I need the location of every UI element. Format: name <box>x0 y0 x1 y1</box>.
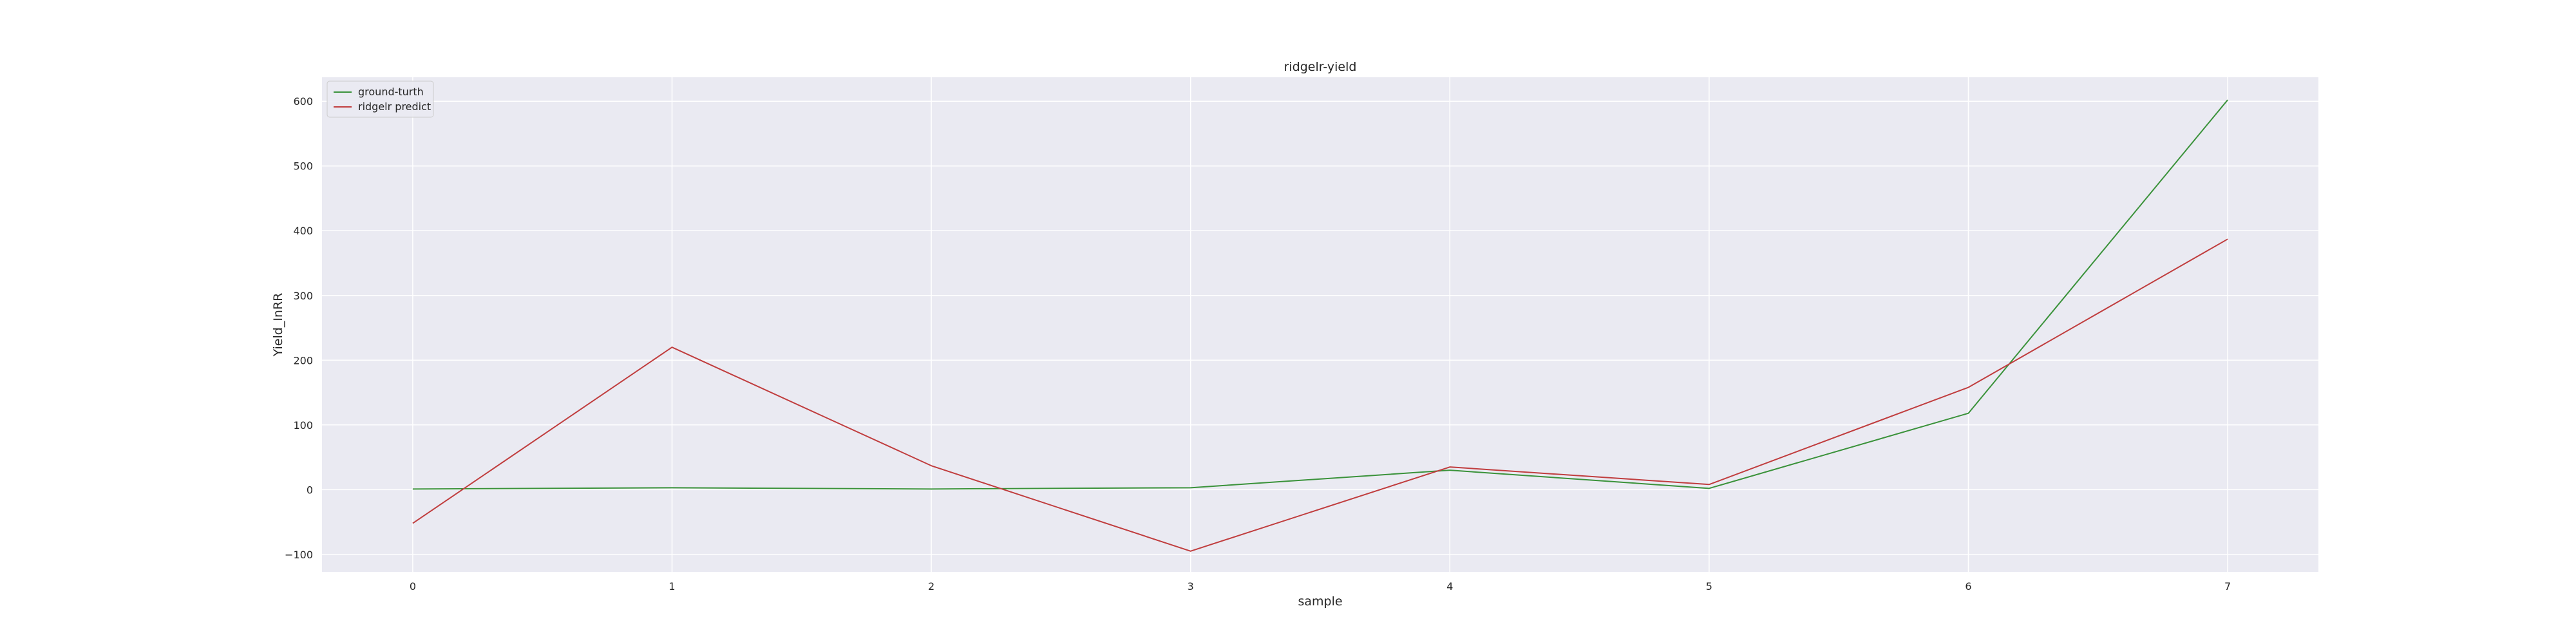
legend-box <box>327 80 434 118</box>
x-tick-label: 1 <box>668 580 675 592</box>
x-tick-label: 0 <box>410 580 416 592</box>
chart-title: ridgelr-yield <box>1284 60 1357 74</box>
plot-background <box>322 77 2318 572</box>
x-tick-label: 5 <box>1706 580 1712 592</box>
y-tick-label: −100 <box>285 549 313 561</box>
y-tick-label: 0 <box>307 484 313 496</box>
x-tick-label: 4 <box>1446 580 1453 592</box>
x-ticks: 0 1 2 3 4 5 6 7 <box>410 580 2231 592</box>
y-tick-label: 400 <box>293 225 313 237</box>
x-tick-label: 6 <box>1965 580 1971 592</box>
y-tick-label: 300 <box>293 290 313 302</box>
legend: ground-turth ridgelr predict <box>327 80 434 118</box>
legend-label: ground-turth <box>358 86 424 98</box>
y-tick-label: 200 <box>293 354 313 366</box>
series-lines <box>412 99 2228 552</box>
series-line-1 <box>412 99 2228 490</box>
y-ticks: −100 0 100 200 300 400 500 600 <box>285 95 313 561</box>
x-tick-label: 7 <box>2224 580 2231 592</box>
grid <box>322 77 2318 572</box>
x-tick-label: 2 <box>928 580 934 592</box>
x-tick-label: 3 <box>1188 580 1194 592</box>
x-axis-label: sample <box>1298 594 1342 609</box>
y-tick-label: 600 <box>293 95 313 108</box>
y-tick-label: 500 <box>293 160 313 173</box>
y-tick-label: 100 <box>293 419 313 431</box>
y-axis-label: Yield_InRR <box>271 293 285 357</box>
legend-label: ridgelr predict <box>358 100 431 113</box>
series-line-2 <box>412 238 2228 552</box>
